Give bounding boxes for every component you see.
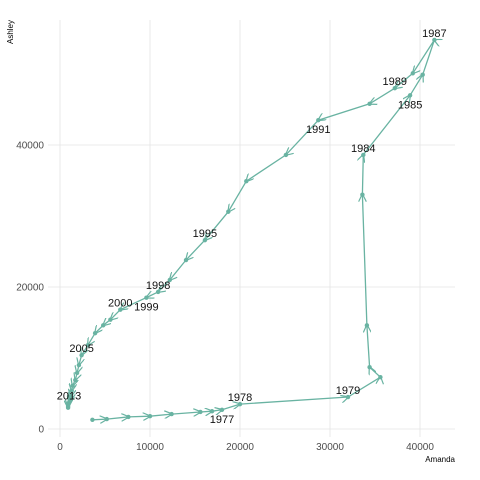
point: [118, 307, 123, 312]
point: [432, 37, 437, 43]
point: [420, 72, 425, 77]
point: [209, 409, 215, 414]
point: [410, 71, 415, 76]
point: [367, 365, 372, 370]
x-axis-title: Amanda: [425, 455, 455, 464]
point: [69, 388, 74, 393]
point: [202, 237, 208, 243]
point: [283, 152, 289, 158]
point: [108, 317, 113, 322]
point: [407, 93, 413, 98]
point: [74, 370, 80, 376]
point: [85, 343, 91, 348]
point: [169, 411, 174, 417]
point: [364, 323, 370, 328]
point-label: 1989: [383, 76, 407, 88]
point: [70, 383, 75, 388]
point: [65, 405, 71, 410]
point-label: 2013: [57, 391, 81, 403]
point: [147, 414, 153, 419]
point: [345, 394, 351, 400]
point: [66, 400, 72, 405]
point-label: 1995: [193, 228, 217, 240]
point-label: 2005: [69, 343, 93, 355]
point: [100, 323, 106, 328]
x-tick-label: 20000: [226, 442, 254, 453]
point: [367, 101, 372, 107]
point: [79, 352, 84, 358]
point: [219, 407, 225, 413]
point: [144, 295, 149, 300]
point-label: 1984: [351, 143, 375, 155]
point: [68, 394, 73, 399]
point-label: 1999: [134, 302, 158, 314]
point-label: 2000: [108, 298, 132, 310]
point: [76, 362, 82, 368]
point: [378, 374, 383, 380]
point: [73, 377, 78, 383]
point: [361, 152, 366, 158]
point: [226, 209, 231, 214]
point: [126, 414, 131, 420]
x-tick-label: 0: [57, 442, 63, 453]
point: [92, 330, 98, 336]
point-label: 1987: [422, 28, 446, 40]
point: [167, 277, 172, 283]
point-label: 1977: [210, 414, 234, 426]
point: [392, 86, 397, 91]
y-tick-label: 20000: [16, 282, 44, 293]
connecting-line: [68, 40, 434, 420]
point: [244, 179, 249, 184]
y-tick-label: 0: [38, 424, 44, 435]
point: [198, 409, 203, 415]
point-label: 1991: [306, 124, 330, 136]
point-label: 1998: [146, 280, 170, 292]
x-tick-label: 30000: [316, 442, 344, 453]
y-tick-label: 40000: [16, 141, 44, 152]
point-label: 1978: [228, 392, 252, 404]
point: [183, 257, 189, 263]
point-label: 1985: [398, 99, 422, 111]
point: [360, 192, 365, 197]
y-axis-title: Ashley: [6, 20, 15, 44]
point: [237, 401, 243, 407]
point-label: 1979: [336, 385, 360, 397]
point: [90, 417, 95, 422]
x-tick-label: 40000: [406, 442, 434, 453]
x-tick-label: 10000: [136, 442, 164, 453]
point: [104, 416, 109, 422]
point: [316, 117, 321, 123]
point: [155, 289, 161, 295]
